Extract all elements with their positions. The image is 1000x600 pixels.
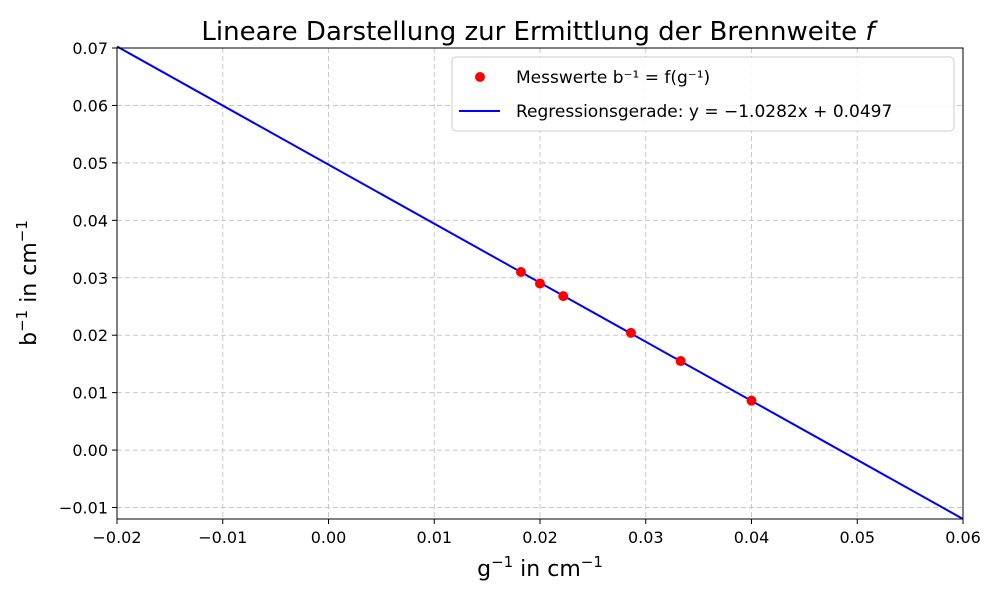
data-point <box>515 267 526 278</box>
x-axis-label: g−1 in cm−1 <box>477 553 603 582</box>
legend-label-scatter: Messwerte b⁻¹ = f(g⁻¹) <box>516 68 710 88</box>
chart-title: Lineare Darstellung zur Ermittlung der B… <box>201 17 878 47</box>
y-axis-label: b−1 in cm−1 <box>13 220 42 346</box>
data-point <box>558 291 569 302</box>
x-tick-label: 0.00 <box>311 528 347 547</box>
data-point <box>535 278 545 289</box>
data-point <box>746 395 757 406</box>
y-tick-label: 0.02 <box>72 326 108 345</box>
data-point <box>625 327 636 338</box>
y-tick-label: 0.00 <box>72 441 108 460</box>
x-tick-label: 0.03 <box>628 528 664 547</box>
x-tick-label: 0.04 <box>734 528 770 547</box>
legend-box <box>451 56 955 132</box>
x-axis-ticks: −0.02 −0.01 0.00 0.01 0.02 0.03 0.04 0.05 0.06 <box>92 519 981 547</box>
x-tick-label: −0.02 <box>92 528 141 547</box>
data-points <box>515 267 757 406</box>
x-tick-label: −0.01 <box>198 528 247 547</box>
x-tick-label: 0.02 <box>522 528 558 547</box>
y-tick-label: 0.05 <box>72 154 108 173</box>
y-axis-ticks: −0.01 0.00 0.01 0.02 0.03 0.04 0.05 0.06 0.07 <box>59 39 117 518</box>
y-tick-label: 0.07 <box>72 39 108 58</box>
legend-label-line: Regressionsgerade: y = −1.0282x + 0.0497 <box>516 102 892 122</box>
y-tick-label: 0.03 <box>72 269 108 288</box>
y-tick-label: 0.06 <box>72 96 108 115</box>
y-tick-label: 0.04 <box>72 211 108 230</box>
y-tick-label: −0.01 <box>59 499 108 518</box>
data-point <box>675 356 686 367</box>
legend-marker-scatter <box>475 72 485 82</box>
x-tick-label: 0.05 <box>839 528 875 547</box>
x-tick-label: 0.06 <box>945 528 981 547</box>
legend: Messwerte b⁻¹ = f(g⁻¹) Regressionsgerade… <box>451 56 955 132</box>
x-tick-label: 0.01 <box>416 528 452 547</box>
y-tick-label: 0.01 <box>72 384 108 403</box>
